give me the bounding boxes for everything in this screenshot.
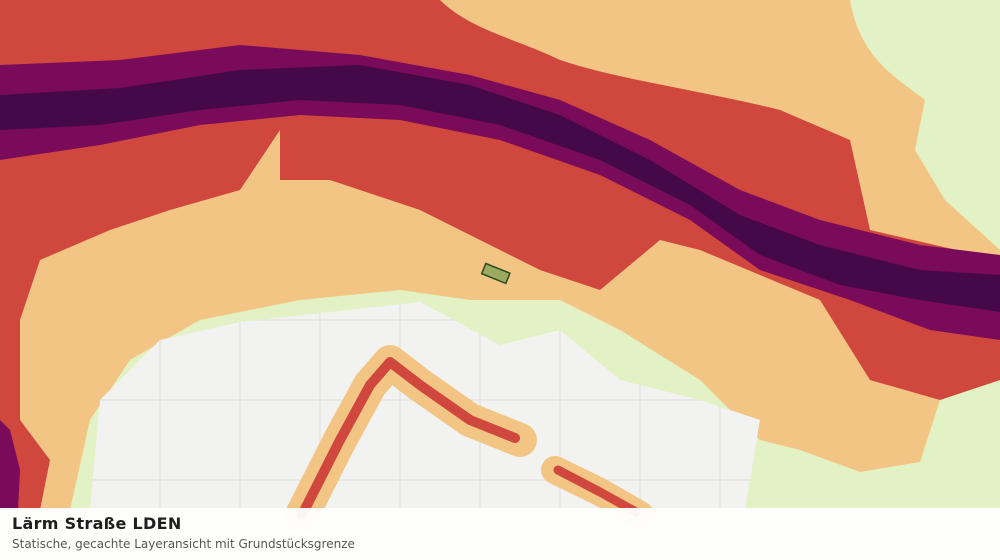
layer-title: Lärm Straße LDEN bbox=[12, 514, 182, 533]
layer-subtitle: Statische, gecachte Layeransicht mit Gru… bbox=[12, 537, 355, 551]
noise-band-high bbox=[0, 45, 1000, 340]
parcel-boundary bbox=[480, 262, 511, 285]
secondary-road-noise bbox=[285, 345, 654, 532]
noise-band-medium bbox=[0, 0, 1000, 510]
noise-band-high-edge bbox=[0, 420, 20, 510]
caption-bar bbox=[0, 508, 1000, 560]
noise-band-highest bbox=[0, 65, 1000, 312]
